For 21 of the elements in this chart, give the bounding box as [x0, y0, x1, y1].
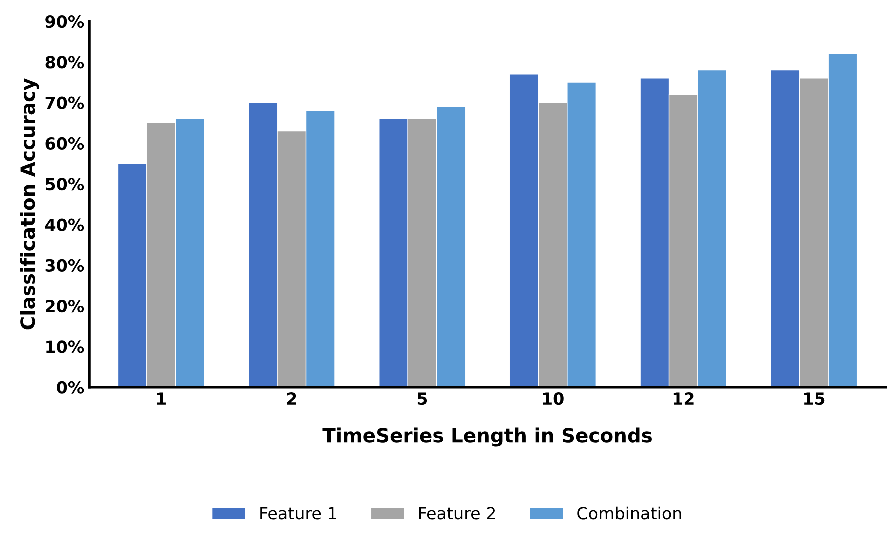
y-axis-title: Classification Accuracy [20, 78, 40, 330]
y-tick-label: 70% [46, 96, 84, 110]
y-tick-label: 50% [46, 178, 84, 191]
y-tick-label: 60% [46, 137, 84, 150]
y-tick-label: 0% [57, 381, 84, 394]
y-tick-label: 10% [46, 340, 84, 354]
y-tick-label: 90% [46, 15, 84, 28]
legend-label: Feature 1 [260, 507, 336, 520]
x-axis-title: TimeSeries Length in Seconds [322, 428, 652, 447]
x-tick-label: 12 [674, 392, 694, 405]
x-tick-label: 15 [804, 392, 825, 406]
x-tick-label: 1 [157, 392, 166, 405]
x-tick-label: 5 [418, 392, 428, 406]
x-tick-label: 10 [543, 392, 564, 406]
y-tick-label: 30% [46, 259, 84, 272]
y-tick-label: 80% [46, 56, 84, 69]
y-tick-label: 40% [45, 218, 84, 232]
legend-label: Combination [578, 506, 682, 520]
legend-label: Feature 2 [419, 507, 496, 520]
x-tick-label: 2 [287, 392, 296, 405]
y-tick-label: 20% [46, 300, 84, 313]
